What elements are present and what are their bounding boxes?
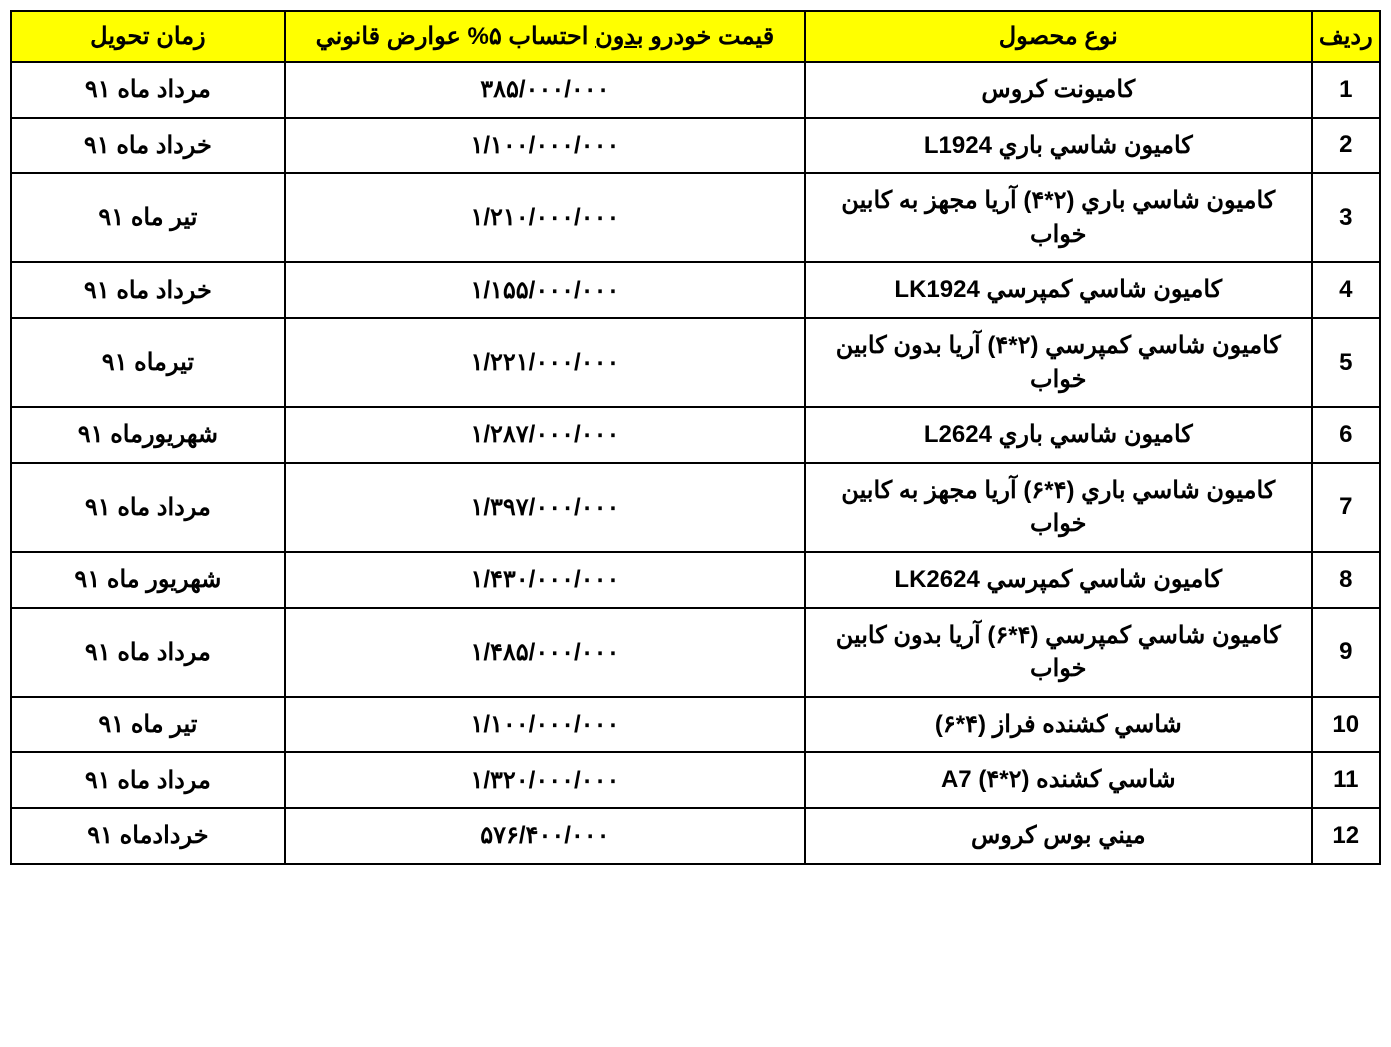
cell-product: كاميون شاسي كمپرسي (۴*۶) آريا بدون كابين…	[805, 608, 1312, 697]
cell-index: 4	[1312, 262, 1380, 318]
cell-price: ۱/۱۵۵/۰۰۰/۰۰۰	[285, 262, 805, 318]
header-price: قيمت خودرو بدون احتساب ۵% عوارض قانوني	[285, 11, 805, 62]
cell-price: ۱/۳۲۰/۰۰۰/۰۰۰	[285, 752, 805, 808]
cell-price: ۱/۲۸۷/۰۰۰/۰۰۰	[285, 407, 805, 463]
header-redif: رديف	[1312, 11, 1380, 62]
cell-price: ۱/۳۹۷/۰۰۰/۰۰۰	[285, 463, 805, 552]
table-row: مرداد ماه ۹۱۳۸۵/۰۰۰/۰۰۰كاميونت كروس1	[11, 62, 1380, 118]
cell-index: 5	[1312, 318, 1380, 407]
cell-delivery: خردادماه ۹۱	[11, 808, 285, 864]
cell-product: ميني بوس كروس	[805, 808, 1312, 864]
cell-price: ۱/۱۰۰/۰۰۰/۰۰۰	[285, 118, 805, 174]
cell-delivery: تير ماه ۹۱	[11, 697, 285, 753]
cell-index: 12	[1312, 808, 1380, 864]
cell-delivery: مرداد ماه ۹۱	[11, 752, 285, 808]
header-product: نوع محصول	[805, 11, 1312, 62]
cell-product: كاميون شاسي كمپرسي LK2624	[805, 552, 1312, 608]
cell-delivery: تيرماه ۹۱	[11, 318, 285, 407]
cell-delivery: خرداد ماه ۹۱	[11, 262, 285, 318]
cell-product: كاميون شاسي باري L1924	[805, 118, 1312, 174]
cell-price: ۳۸۵/۰۰۰/۰۰۰	[285, 62, 805, 118]
cell-delivery: شهريورماه ۹۱	[11, 407, 285, 463]
cell-product: كاميون شاسي كمپرسي LK1924	[805, 262, 1312, 318]
cell-index: 9	[1312, 608, 1380, 697]
table-row: مرداد ماه ۹۱۱/۳۹۷/۰۰۰/۰۰۰كاميون شاسي بار…	[11, 463, 1380, 552]
cell-product: كاميون شاسي باري L2624	[805, 407, 1312, 463]
cell-price: ۵۷۶/۴۰۰/۰۰۰	[285, 808, 805, 864]
table-row: خرداد ماه ۹۱۱/۱۰۰/۰۰۰/۰۰۰كاميون شاسي بار…	[11, 118, 1380, 174]
table-row: تيرماه ۹۱۱/۲۲۱/۰۰۰/۰۰۰كاميون شاسي كمپرسي…	[11, 318, 1380, 407]
cell-delivery: تير ماه ۹۱	[11, 173, 285, 262]
cell-index: 3	[1312, 173, 1380, 262]
cell-price: ۱/۲۲۱/۰۰۰/۰۰۰	[285, 318, 805, 407]
table-row: مرداد ماه ۹۱۱/۴۸۵/۰۰۰/۰۰۰كاميون شاسي كمپ…	[11, 608, 1380, 697]
cell-delivery: مرداد ماه ۹۱	[11, 62, 285, 118]
cell-price: ۱/۲۱۰/۰۰۰/۰۰۰	[285, 173, 805, 262]
cell-index: 10	[1312, 697, 1380, 753]
cell-price: ۱/۴۳۰/۰۰۰/۰۰۰	[285, 552, 805, 608]
cell-index: 8	[1312, 552, 1380, 608]
cell-delivery: مرداد ماه ۹۱	[11, 463, 285, 552]
cell-delivery: شهريور ماه ۹۱	[11, 552, 285, 608]
cell-index: 7	[1312, 463, 1380, 552]
cell-product: كاميون شاسي كمپرسي (۲*۴) آريا بدون كابين…	[805, 318, 1312, 407]
cell-product: كاميون شاسي باري (۲*۴) آريا مجهز به كابي…	[805, 173, 1312, 262]
table-row: تير ماه ۹۱۱/۲۱۰/۰۰۰/۰۰۰كاميون شاسي باري …	[11, 173, 1380, 262]
cell-product: شاسي كشنده (۲*۴) A7	[805, 752, 1312, 808]
table-header-row: زمان تحويل قيمت خودرو بدون احتساب ۵% عوا…	[11, 11, 1380, 62]
cell-index: 2	[1312, 118, 1380, 174]
cell-product: كاميونت كروس	[805, 62, 1312, 118]
table-row: خردادماه ۹۱۵۷۶/۴۰۰/۰۰۰ميني بوس كروس12	[11, 808, 1380, 864]
table-body: مرداد ماه ۹۱۳۸۵/۰۰۰/۰۰۰كاميونت كروس1خردا…	[11, 62, 1380, 864]
cell-index: 6	[1312, 407, 1380, 463]
cell-product: كاميون شاسي باري (۴*۶) آريا مجهز به كابي…	[805, 463, 1312, 552]
cell-index: 11	[1312, 752, 1380, 808]
cell-price: ۱/۴۸۵/۰۰۰/۰۰۰	[285, 608, 805, 697]
cell-delivery: مرداد ماه ۹۱	[11, 608, 285, 697]
table-row: مرداد ماه ۹۱۱/۳۲۰/۰۰۰/۰۰۰شاسي كشنده (۲*۴…	[11, 752, 1380, 808]
cell-delivery: خرداد ماه ۹۱	[11, 118, 285, 174]
table-row: خرداد ماه ۹۱۱/۱۵۵/۰۰۰/۰۰۰كاميون شاسي كمپ…	[11, 262, 1380, 318]
price-table: زمان تحويل قيمت خودرو بدون احتساب ۵% عوا…	[10, 10, 1381, 865]
cell-index: 1	[1312, 62, 1380, 118]
table-row: تير ماه ۹۱۱/۱۰۰/۰۰۰/۰۰۰شاسي كشنده فراز (…	[11, 697, 1380, 753]
header-delivery: زمان تحويل	[11, 11, 285, 62]
table-row: شهريور ماه ۹۱۱/۴۳۰/۰۰۰/۰۰۰كاميون شاسي كم…	[11, 552, 1380, 608]
cell-price: ۱/۱۰۰/۰۰۰/۰۰۰	[285, 697, 805, 753]
cell-product: شاسي كشنده فراز (۴*۶)	[805, 697, 1312, 753]
table-row: شهريورماه ۹۱۱/۲۸۷/۰۰۰/۰۰۰كاميون شاسي بار…	[11, 407, 1380, 463]
